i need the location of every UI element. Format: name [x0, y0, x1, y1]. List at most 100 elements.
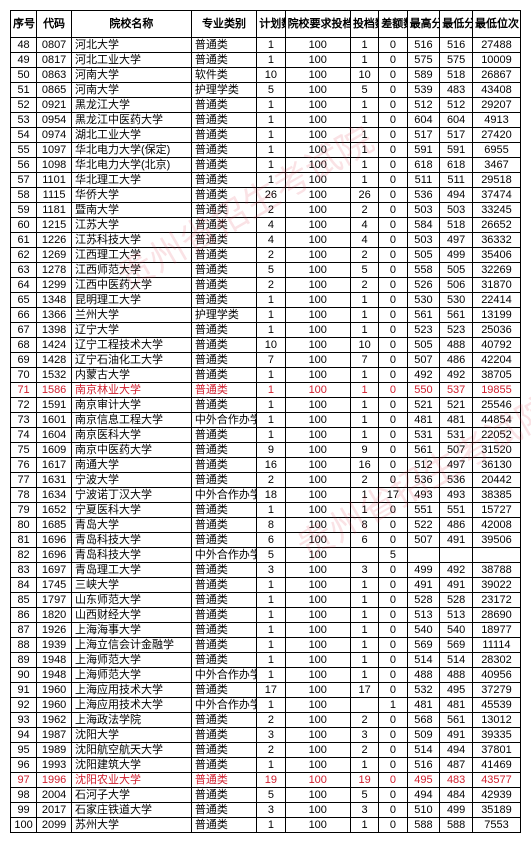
cell-req: 100 [285, 278, 350, 293]
cell-plan: 1 [257, 623, 285, 638]
table-row: 891948上海师范大学普通类11001051451428302 [11, 653, 521, 668]
cell-rank: 7553 [472, 818, 520, 833]
cell-name: 内蒙古大学 [72, 368, 192, 383]
cell-max: 493 [407, 488, 440, 503]
cell-min: 513 [440, 608, 473, 623]
table-row: 951989沈阳航空航天大学普通类21002051449437801 [11, 743, 521, 758]
cell-cast: 1 [350, 143, 378, 158]
cell-diff: 0 [379, 683, 407, 698]
cell-seq: 87 [11, 623, 37, 638]
cell-plan: 1 [257, 128, 285, 143]
cell-plan: 1 [257, 758, 285, 773]
cell-rank: 27488 [472, 38, 520, 53]
cell-plan: 7 [257, 353, 285, 368]
cell-major: 中外合作办学 [191, 698, 256, 713]
cell-min: 531 [440, 428, 473, 443]
cell-max: 551 [407, 503, 440, 518]
cell-seq: 84 [11, 578, 37, 593]
cell-code: 1745 [37, 578, 72, 593]
cell-req: 100 [285, 668, 350, 683]
cell-code: 1634 [37, 488, 72, 503]
table-row: 721591南京审计大学普通类11001052152125546 [11, 398, 521, 413]
cell-max: 491 [407, 578, 440, 593]
cell-seq: 95 [11, 743, 37, 758]
table-row: 671398辽宁大学普通类11001052352325036 [11, 323, 521, 338]
cell-rank: 28690 [472, 608, 520, 623]
cell-diff: 0 [379, 518, 407, 533]
cell-cast: 3 [350, 803, 378, 818]
cell-major: 普通类 [191, 53, 256, 68]
cell-req: 100 [285, 593, 350, 608]
cell-name: 三峡大学 [72, 578, 192, 593]
cell-code: 2004 [37, 788, 72, 803]
cell-seq: 54 [11, 128, 37, 143]
cell-major: 护理学类 [191, 308, 256, 323]
cell-rank: 39022 [472, 578, 520, 593]
cell-min: 521 [440, 398, 473, 413]
cell-min: 488 [440, 338, 473, 353]
cell-plan: 2 [257, 743, 285, 758]
cell-min: 530 [440, 293, 473, 308]
cell-min: 506 [440, 278, 473, 293]
cell-cast: 2 [350, 713, 378, 728]
cell-code: 1591 [37, 398, 72, 413]
cell-seq: 75 [11, 443, 37, 458]
cell-req: 100 [285, 113, 350, 128]
cell-req: 100 [285, 83, 350, 98]
cell-req: 100 [285, 428, 350, 443]
table-header: 序号代码院校名称专业类别计划数院校要求投档比例(%)投档数差额数最高分最低分最低… [11, 11, 521, 38]
cell-diff: 0 [379, 53, 407, 68]
cell-diff: 0 [379, 713, 407, 728]
cell-major: 普通类 [191, 293, 256, 308]
cell-plan: 3 [257, 563, 285, 578]
cell-rank: 10009 [472, 53, 520, 68]
cell-plan: 1 [257, 698, 285, 713]
cell-min: 484 [440, 788, 473, 803]
cell-name: 南京审计大学 [72, 398, 192, 413]
cell-cast: 4 [350, 233, 378, 248]
cell-req: 100 [285, 398, 350, 413]
cell-cast: 5 [350, 788, 378, 803]
cell-min: 575 [440, 53, 473, 68]
cell-max: 495 [407, 773, 440, 788]
cell-seq: 91 [11, 683, 37, 698]
cell-rank: 35189 [472, 803, 520, 818]
cell-code: 0974 [37, 128, 72, 143]
cell-code: 1697 [37, 563, 72, 578]
cell-min [440, 548, 473, 563]
cell-min: 494 [440, 188, 473, 203]
col-req: 院校要求投档比例(%) [285, 11, 350, 38]
cell-min: 481 [440, 413, 473, 428]
cell-rank: 37279 [472, 683, 520, 698]
cell-cast: 1 [350, 503, 378, 518]
cell-rank: 6955 [472, 143, 520, 158]
cell-max: 514 [407, 653, 440, 668]
cell-min: 512 [440, 98, 473, 113]
cell-cast: 1 [350, 488, 378, 503]
cell-diff: 0 [379, 668, 407, 683]
cell-code: 1269 [37, 248, 72, 263]
cell-min: 488 [440, 668, 473, 683]
cell-rank: 13012 [472, 713, 520, 728]
cell-name: 黑龙江中医药大学 [72, 113, 192, 128]
cell-name: 上海立信会计金融学 [72, 638, 192, 653]
cell-name: 南京中医药大学 [72, 443, 192, 458]
cell-major: 普通类 [191, 623, 256, 638]
table-row: 581115华侨大学普通类2610026053649437474 [11, 188, 521, 203]
col-seq: 序号 [11, 11, 37, 38]
cell-min: 540 [440, 623, 473, 638]
cell-min: 492 [440, 563, 473, 578]
cell-major: 普通类 [191, 353, 256, 368]
cell-diff: 0 [379, 248, 407, 263]
col-name: 院校名称 [72, 11, 192, 38]
cell-code: 1989 [37, 743, 72, 758]
cell-seq: 56 [11, 158, 37, 173]
cell-cast: 1 [350, 623, 378, 638]
cell-min: 491 [440, 578, 473, 593]
cell-min: 483 [440, 773, 473, 788]
cell-req: 100 [285, 458, 350, 473]
cell-max: 526 [407, 278, 440, 293]
cell-name: 南京林业大学 [72, 383, 192, 398]
cell-major: 普通类 [191, 323, 256, 338]
cell-major: 普通类 [191, 383, 256, 398]
